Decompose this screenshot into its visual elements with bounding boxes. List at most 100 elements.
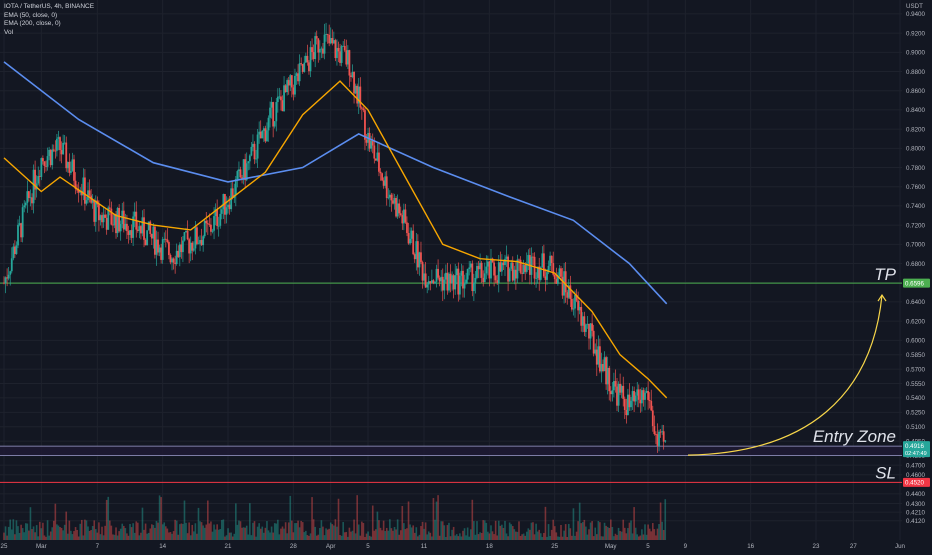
volume-bar (549, 535, 551, 540)
volume-bar (403, 523, 405, 540)
candle-body (413, 254, 416, 260)
volume-bar (255, 536, 257, 540)
candle-body (488, 261, 491, 279)
candle-body (633, 391, 636, 402)
candle-body (214, 209, 217, 217)
volume-bar (207, 500, 209, 540)
candle-body (158, 247, 161, 253)
candle-body (381, 173, 383, 181)
volume-bar (644, 524, 646, 540)
volume-bar (493, 534, 495, 540)
volume-bar (404, 529, 407, 540)
volume-bar (323, 535, 326, 540)
volume-bar (101, 526, 103, 540)
candle-body (287, 80, 290, 86)
volume-bar (524, 535, 527, 540)
volume-bar (504, 520, 506, 540)
volume-bar (393, 526, 396, 540)
volume-bar (252, 522, 254, 540)
volume-bar (431, 536, 433, 540)
volume-bar (371, 505, 374, 540)
volume-bar (586, 534, 589, 540)
volume-bar (613, 536, 615, 540)
candle-body (364, 110, 366, 140)
volume-bar (494, 520, 497, 540)
candle-body (171, 258, 173, 263)
volume-bar (487, 531, 489, 540)
candle-body (183, 232, 186, 241)
price-tick-label: 0.6200 (906, 318, 925, 325)
volume-bar (505, 533, 508, 540)
volume-bar (497, 520, 500, 540)
volume-bar (637, 536, 640, 540)
volume-bar (337, 498, 340, 540)
candle-body (511, 262, 514, 281)
candle-body (272, 102, 275, 127)
volume-bar (460, 536, 463, 540)
candle-body (451, 275, 453, 284)
volume-bar (309, 533, 312, 540)
volume-bar (163, 522, 166, 540)
candle-body (317, 38, 320, 53)
volume-bar (354, 533, 357, 540)
volume-bar (94, 529, 97, 540)
candle-body (334, 40, 337, 59)
volume-bar (96, 532, 99, 540)
price-tick-label: 0.5700 (906, 366, 925, 373)
volume-bar (468, 536, 471, 540)
candle-body (225, 207, 228, 215)
volume-bar (43, 535, 46, 540)
volume-bar (121, 523, 124, 540)
volume-bar (633, 507, 635, 540)
volume-bar (592, 536, 595, 540)
volume-bar (465, 535, 467, 540)
volume-bar (300, 520, 302, 540)
indicator-ema-200[interactable]: EMA (200, close, 0) (4, 20, 61, 27)
candle-body (564, 271, 567, 293)
candle-body (588, 323, 590, 339)
candle-body (55, 138, 58, 151)
volume-bar (496, 535, 499, 540)
volume-bar (132, 523, 134, 540)
candle-body (157, 239, 159, 253)
candle-body (132, 216, 135, 238)
indicator-ema-50[interactable]: EMA (50, close, 0) (4, 11, 58, 19)
candle-body (359, 86, 362, 108)
volume-bar (362, 522, 365, 540)
indicator-volume[interactable]: Vol (4, 28, 14, 36)
volume-bar (322, 526, 324, 540)
candle-body (446, 272, 449, 291)
volume-bar (561, 536, 564, 540)
candle-body (6, 277, 9, 279)
volume-bar (490, 525, 492, 540)
volume-bar (463, 528, 466, 540)
candle-body (390, 194, 393, 201)
bar-countdown-text: 02:47:49 (905, 451, 927, 457)
volume-bar (48, 535, 50, 540)
volume-bars (3, 495, 667, 540)
candle-body (589, 323, 592, 339)
candle-body (644, 392, 646, 400)
volume-bar (306, 535, 309, 540)
volume-bar (389, 519, 391, 540)
candle-body (252, 143, 254, 147)
candle-body (553, 274, 556, 280)
volume-bar (110, 525, 113, 540)
volume-bar (171, 533, 173, 540)
volume-bar (367, 531, 369, 540)
price-axis[interactable]: 0.9400 0.9200 0.9000 0.8800 0.8600 0.8400 0.82… (902, 0, 932, 550)
volume-bar (175, 520, 178, 540)
candle-body (13, 246, 16, 255)
volume-bar (124, 528, 127, 540)
candle-body (110, 208, 113, 225)
volume-bar (15, 520, 18, 540)
time-tick-label: 25 (1, 543, 8, 550)
volume-bar (196, 533, 198, 540)
candle-body (122, 210, 125, 230)
time-axis[interactable]: 25 Mar 7 14 21 28 Apr 5 11 18 25 May 5 9 16 23 27 Jun (0, 540, 932, 550)
candle-body (454, 275, 457, 290)
volume-bar (527, 528, 530, 540)
volume-bar (238, 520, 240, 540)
